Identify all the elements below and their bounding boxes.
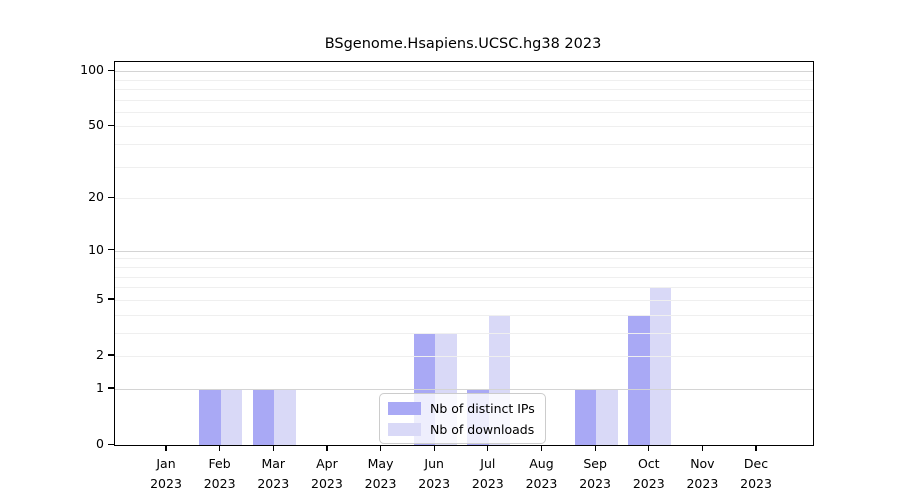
x-tick-label-dec: Dec 2023 bbox=[740, 456, 772, 491]
y-tick-mark-10 bbox=[108, 249, 114, 251]
gridline-y-6 bbox=[115, 287, 813, 289]
x-tick-label-nov: Nov 2023 bbox=[686, 456, 719, 491]
gridline-y-8 bbox=[115, 266, 813, 268]
legend-row-distinct-ips: Nb of distinct IPs bbox=[388, 400, 535, 416]
y-tick-mark-5 bbox=[108, 298, 114, 300]
y-tick-label-1: 1 bbox=[96, 379, 104, 395]
y-tick-label-20: 20 bbox=[88, 189, 104, 205]
gridline-y-2 bbox=[115, 355, 813, 357]
chart-title: BSgenome.Hsapiens.UCSC.hg38 2023 bbox=[324, 36, 602, 52]
legend-label-downloads: Nb of downloads bbox=[430, 421, 535, 437]
gridline-y-7 bbox=[115, 276, 813, 278]
y-tick-mark-1 bbox=[108, 387, 114, 389]
bar-downloads-mar bbox=[274, 388, 296, 445]
gridline-y-10 bbox=[115, 250, 813, 252]
y-tick-mark-50 bbox=[108, 124, 114, 127]
x-tick-mark-nov bbox=[701, 445, 703, 452]
gridline-y-70 bbox=[115, 99, 813, 101]
gridline-y-100 bbox=[115, 71, 813, 73]
y-tick-label-0: 0 bbox=[96, 436, 104, 451]
y-tick-label-100: 100 bbox=[80, 62, 104, 78]
x-tick-label-oct: Oct 2023 bbox=[632, 456, 665, 491]
bar-distinct-ips-mar bbox=[252, 388, 275, 445]
x-tick-label-jan: Jan 2023 bbox=[150, 456, 182, 491]
gridline-y-1 bbox=[115, 388, 813, 390]
y-tick-mark-2 bbox=[108, 354, 114, 356]
legend-swatch-distinct-ips-icon bbox=[388, 401, 421, 415]
x-tick-label-feb: Feb 2023 bbox=[203, 456, 236, 491]
bar-distinct-ips-oct bbox=[628, 314, 650, 445]
x-tick-mark-feb bbox=[219, 445, 221, 452]
gridline-y-60 bbox=[115, 111, 813, 113]
gridline-y-50 bbox=[115, 126, 813, 128]
x-tick-mark-mar bbox=[272, 445, 274, 452]
gridline-y-4 bbox=[115, 314, 813, 316]
y-tick-label-10: 10 bbox=[88, 241, 104, 257]
gridline-y-80 bbox=[115, 88, 813, 90]
bar-distinct-ips-feb bbox=[199, 388, 221, 445]
x-tick-label-jul: Jul 2023 bbox=[471, 456, 504, 491]
x-tick-mark-sep bbox=[594, 445, 596, 452]
gridline-y-5 bbox=[115, 299, 813, 301]
gridline-y-20 bbox=[115, 198, 813, 200]
x-tick-label-aug: Aug 2023 bbox=[525, 456, 558, 491]
x-tick-label-mar: Mar 2023 bbox=[257, 456, 290, 491]
x-tick-mark-aug bbox=[540, 445, 543, 452]
x-tick-mark-jul bbox=[487, 445, 489, 452]
x-tick-label-sep: Sep 2023 bbox=[579, 456, 612, 491]
y-tick-label-5: 5 bbox=[96, 290, 104, 306]
x-tick-mark-apr bbox=[326, 445, 328, 452]
x-tick-mark-jan bbox=[165, 445, 167, 452]
legend: Nb of distinct IPs Nb of downloads bbox=[379, 393, 546, 444]
plot-area: Nb of distinct IPs Nb of downloads bbox=[114, 61, 814, 446]
gridline-y-9 bbox=[115, 258, 813, 260]
x-tick-label-apr: Apr 2023 bbox=[311, 456, 343, 491]
x-tick-label-may: May 2023 bbox=[364, 456, 397, 491]
x-tick-mark-jun bbox=[433, 445, 435, 452]
x-tick-label-jun: Jun 2023 bbox=[418, 456, 451, 491]
y-tick-label-50: 50 bbox=[88, 117, 104, 133]
y-tick-mark-0 bbox=[108, 443, 114, 445]
gridline-y-40 bbox=[115, 144, 813, 146]
bar-downloads-oct bbox=[649, 287, 672, 445]
gridline-y-90 bbox=[115, 79, 813, 81]
gridline-y-3 bbox=[115, 332, 813, 334]
bar-downloads-feb bbox=[220, 388, 243, 445]
legend-label-distinct-ips: Nb of distinct IPs bbox=[430, 400, 535, 416]
bar-distinct-ips-sep bbox=[574, 388, 597, 445]
x-tick-mark-dec bbox=[755, 445, 757, 452]
x-tick-mark-oct bbox=[648, 445, 650, 452]
y-tick-label-2: 2 bbox=[96, 346, 104, 362]
gridline-y-30 bbox=[115, 166, 813, 168]
legend-row-downloads: Nb of downloads bbox=[388, 421, 535, 437]
y-tick-mark-100 bbox=[108, 69, 114, 71]
y-tick-mark-20 bbox=[108, 196, 114, 199]
bar-downloads-sep bbox=[596, 388, 618, 445]
legend-swatch-downloads-icon bbox=[388, 422, 421, 436]
x-tick-mark-may bbox=[379, 445, 382, 452]
